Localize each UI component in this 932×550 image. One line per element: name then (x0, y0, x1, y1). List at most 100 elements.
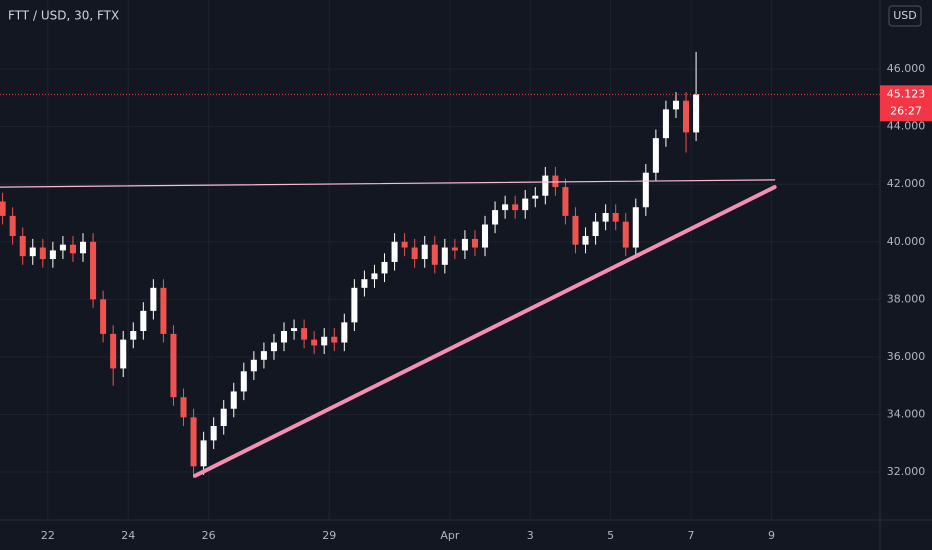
candle-body (69, 244, 76, 254)
candle-body (150, 287, 157, 311)
candle-body (331, 336, 338, 343)
candle-body (0, 201, 6, 216)
candle-body (321, 336, 328, 346)
candle-body (9, 215, 16, 237)
candle-body (351, 287, 358, 323)
candle-body (632, 207, 639, 248)
candle-body (622, 221, 629, 248)
y-tick-label: 34.000 (887, 407, 926, 420)
candles (0, 51, 700, 478)
candle-body (502, 204, 509, 211)
candle-body (421, 244, 428, 260)
candle-body (391, 241, 398, 262)
candle-body (19, 236, 26, 257)
y-tick-label: 36.000 (887, 350, 926, 363)
y-tick-label: 32.000 (887, 465, 926, 478)
candle-body (250, 359, 257, 372)
y-tick-label: 46.000 (887, 62, 926, 75)
candle-body (110, 333, 117, 369)
candle-body (441, 247, 448, 265)
candle-body (431, 244, 438, 265)
candle-body (461, 238, 468, 251)
candle-body (381, 261, 388, 274)
candle-body (311, 339, 318, 346)
overlay (0, 93, 880, 478)
candle-body (220, 408, 227, 426)
y-tick-label: 38.000 (887, 292, 926, 305)
currency-box[interactable] (888, 5, 922, 27)
x-tick-label: 24 (121, 529, 135, 542)
candle-body (662, 109, 669, 139)
candle-body (120, 339, 127, 369)
candle-body (59, 244, 66, 251)
candle-body (260, 351, 267, 360)
trend-line (192, 185, 777, 478)
candle-body (49, 250, 56, 260)
candle-body (602, 212, 609, 222)
candle-body (90, 241, 97, 300)
x-tick-label: 9 (768, 529, 775, 542)
candle-body (240, 371, 247, 392)
candle-body (693, 94, 700, 133)
y-tick-label: 40.000 (887, 235, 926, 248)
x-tick-label: 5 (607, 529, 614, 542)
candle-body (210, 425, 217, 441)
candle-body (572, 215, 579, 245)
candle-body (683, 100, 690, 133)
candle-body (592, 221, 599, 237)
currency-label[interactable]: USD (893, 9, 917, 22)
candle-body (100, 299, 107, 334)
candle-body (411, 247, 418, 260)
candle-body (361, 279, 368, 288)
candle-body (200, 440, 207, 467)
x-tick-label: 22 (41, 529, 55, 542)
candle-body (401, 241, 408, 248)
last-price-label: 45.123 (887, 87, 926, 100)
countdown-label: 26:27 (890, 104, 922, 117)
grid (0, 0, 880, 520)
x-tick-label: 29 (322, 529, 336, 542)
candle-body (341, 322, 348, 343)
candle-body (130, 331, 137, 340)
candle-body (140, 310, 147, 332)
candle-body (492, 210, 499, 225)
x-tick-label: 26 (202, 529, 216, 542)
candle-body (180, 397, 187, 418)
candle-body (270, 342, 277, 352)
trend-line (0, 179, 776, 188)
candle-body (512, 204, 519, 211)
candle-body (522, 198, 529, 211)
candle-body (160, 287, 167, 334)
last-price-box (880, 85, 932, 122)
candle-body (170, 333, 177, 398)
candle-body (230, 391, 237, 409)
candle-body (451, 247, 458, 251)
candle-body (642, 172, 649, 208)
x-tick-label: Apr (440, 529, 460, 542)
candle-body (301, 328, 308, 340)
candle-body (291, 328, 298, 332)
candle-body (371, 273, 378, 280)
candle-body (190, 417, 197, 467)
candle-body (39, 247, 46, 260)
candle-body (29, 247, 36, 257)
candle-body (80, 241, 87, 254)
x-tick-label: 3 (527, 529, 534, 542)
candle-body (672, 100, 679, 110)
candle-body (652, 138, 659, 173)
candle-body (582, 236, 589, 245)
candle-body (471, 238, 478, 248)
y-tick-label: 44.000 (887, 120, 926, 133)
x-tick-label: 7 (688, 529, 695, 542)
candle-body (482, 224, 489, 248)
chart-title: FTT / USD, 30, FTX (8, 9, 119, 23)
candle-body (532, 195, 539, 199)
candle-body (612, 212, 619, 222)
candle-body (281, 331, 288, 343)
y-tick-label: 42.000 (887, 177, 926, 190)
candle-body (562, 187, 569, 216)
candle-body (542, 175, 549, 196)
